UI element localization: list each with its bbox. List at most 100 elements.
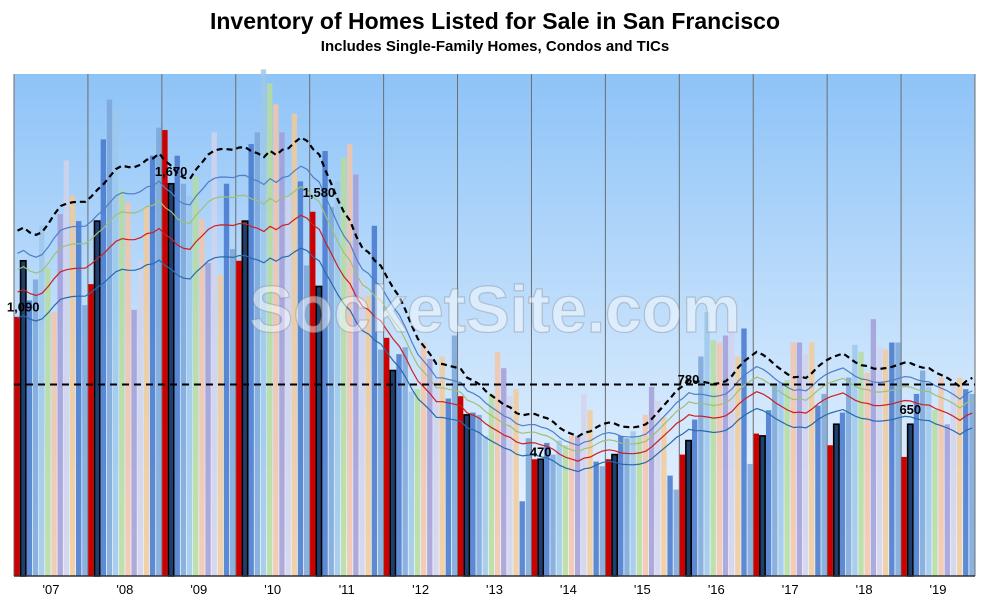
bar <box>328 207 334 576</box>
bar <box>501 368 507 576</box>
x-tick-label: '12 <box>412 582 429 597</box>
bar <box>790 342 796 576</box>
bar <box>236 260 242 576</box>
bar <box>864 372 870 576</box>
bar <box>230 249 236 576</box>
bar <box>279 132 285 576</box>
bar <box>433 377 439 576</box>
bar <box>340 158 347 576</box>
bar <box>832 423 840 577</box>
bar <box>550 454 556 576</box>
bar <box>858 351 864 576</box>
trend-line-dashed <box>17 136 973 438</box>
bar <box>698 356 704 576</box>
bar <box>531 459 538 576</box>
bar <box>870 319 877 576</box>
bar <box>106 99 113 577</box>
x-tick-label: '15 <box>634 582 651 597</box>
data-label: 1,090 <box>7 300 40 315</box>
bar <box>248 144 254 577</box>
bar <box>648 386 655 576</box>
bar <box>913 393 920 576</box>
bar <box>303 265 310 576</box>
bar <box>445 398 451 576</box>
bar <box>402 347 408 576</box>
bar <box>642 414 649 576</box>
bar <box>14 316 20 576</box>
bar <box>63 160 70 576</box>
bar <box>692 419 698 576</box>
bar <box>938 377 944 576</box>
x-tick-label: '09 <box>190 582 207 597</box>
x-tick-label: '14 <box>560 582 577 597</box>
bar <box>260 69 267 576</box>
bar <box>365 295 371 576</box>
bar <box>919 370 926 576</box>
bar <box>809 342 815 576</box>
bar <box>457 396 464 576</box>
bar <box>174 155 180 576</box>
bar <box>88 284 94 576</box>
bar <box>883 349 889 576</box>
x-tick-label: '16 <box>708 582 725 597</box>
bar <box>241 220 249 577</box>
bar <box>297 181 304 576</box>
bar <box>408 391 415 576</box>
x-tick-label: '07 <box>43 582 60 597</box>
bar <box>537 458 545 577</box>
bar <box>753 433 759 576</box>
bar <box>747 463 753 576</box>
x-tick-label: '17 <box>782 582 799 597</box>
bar <box>223 183 230 577</box>
bar <box>310 211 316 576</box>
data-label: 1,670 <box>155 164 188 179</box>
bar <box>593 461 599 576</box>
bar <box>211 132 217 576</box>
bar <box>926 386 932 576</box>
bar <box>137 260 143 576</box>
bar <box>482 435 488 576</box>
bar <box>574 435 581 576</box>
bar <box>377 349 384 576</box>
bar <box>969 393 975 576</box>
bar <box>876 347 883 576</box>
bar <box>45 267 51 576</box>
bar <box>384 337 390 576</box>
bar <box>463 414 471 577</box>
bar <box>334 181 341 576</box>
bar <box>69 195 76 576</box>
bar <box>655 400 661 576</box>
trend-line <box>17 165 973 447</box>
data-labels-group: 1,090 1,670 1,580 470 780 650 <box>7 164 921 459</box>
bar <box>889 342 895 576</box>
bar <box>950 384 957 576</box>
trend-line <box>17 186 973 453</box>
bar <box>507 396 513 576</box>
bar <box>353 174 359 576</box>
bar <box>451 335 458 576</box>
bar <box>839 412 846 576</box>
x-tick-label: '13 <box>486 582 503 597</box>
chart-title: Inventory of Homes Listed for Sale in Sa… <box>209 8 781 34</box>
bar <box>82 305 88 576</box>
bar <box>291 113 297 576</box>
x-tick-label: '19 <box>930 582 947 597</box>
bar <box>285 195 291 576</box>
bar <box>685 439 693 577</box>
bar <box>131 309 137 576</box>
bar <box>778 382 784 576</box>
bar <box>611 453 619 577</box>
bar <box>26 300 33 576</box>
bars-group <box>14 69 975 577</box>
data-label: 650 <box>899 402 921 417</box>
data-label: 470 <box>530 444 552 459</box>
bar <box>895 342 901 576</box>
bar <box>347 144 353 577</box>
bar <box>39 225 45 576</box>
bar <box>193 176 199 577</box>
bar <box>112 109 119 577</box>
bar <box>371 225 378 576</box>
trend-line <box>17 247 973 473</box>
bar <box>821 393 827 576</box>
bar <box>581 393 587 576</box>
